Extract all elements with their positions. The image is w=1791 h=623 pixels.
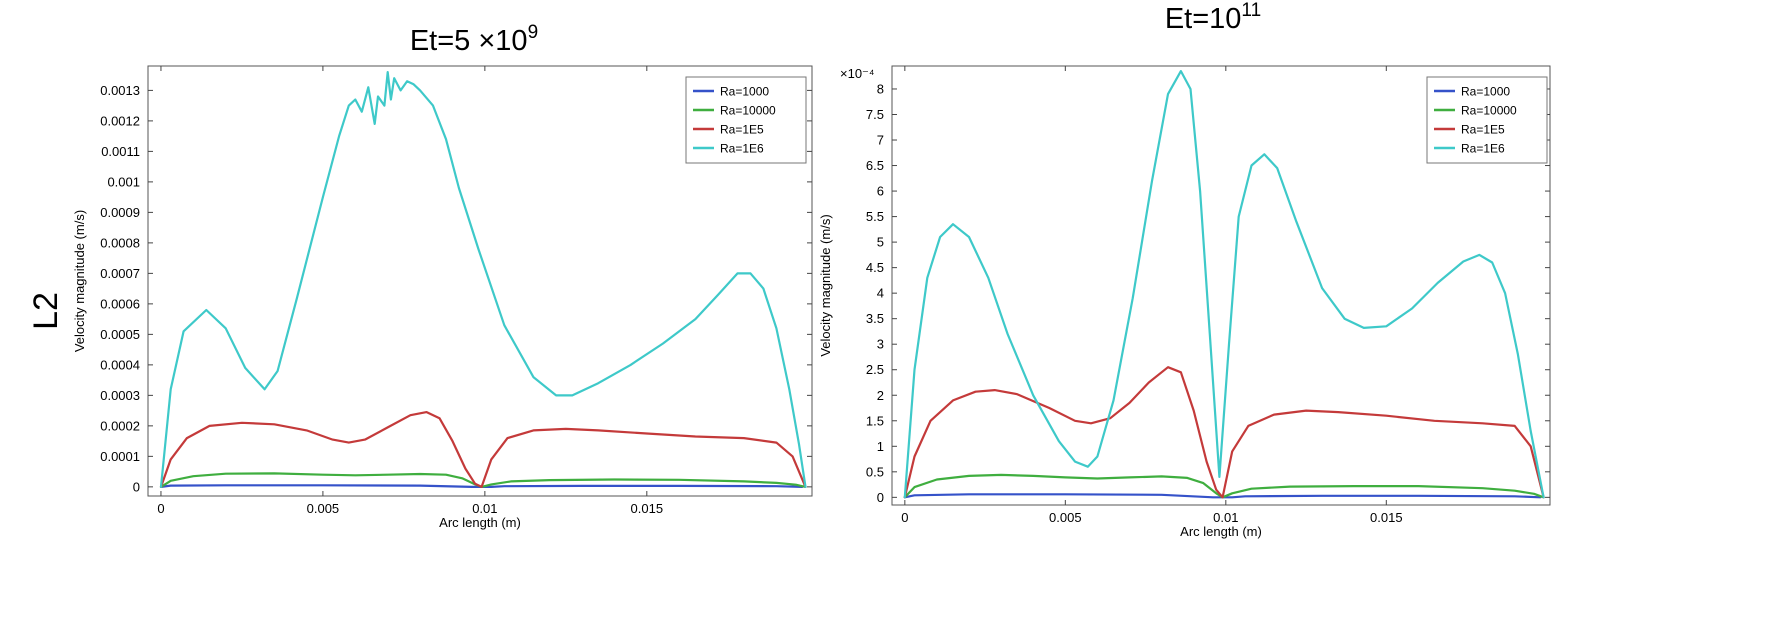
y-tick-label: 3	[877, 337, 884, 352]
legend-label: Ra=1000	[1461, 85, 1510, 99]
y-axis-multiplier: ×10⁻⁴	[840, 66, 875, 81]
series-line-2	[159, 411, 807, 488]
y-tick-label: 0.0004	[100, 357, 140, 372]
y-tick-label: 3.5	[866, 311, 884, 326]
y-tick-label: 0.0008	[100, 235, 140, 250]
y-tick-label: 0.0002	[100, 418, 140, 433]
y-tick-label: 6	[877, 184, 884, 199]
y-tick-label: 2	[877, 388, 884, 403]
x-tick-label: 0	[157, 501, 164, 516]
y-tick-label: 7.5	[866, 107, 884, 122]
series-line-3	[159, 70, 807, 488]
y-tick-label: 0.0011	[101, 144, 140, 159]
legend-label: Ra=1000	[720, 85, 769, 99]
y-tick-label: 0	[133, 479, 140, 494]
y-tick-label: 0.0005	[100, 327, 140, 342]
chart-panel-right: Et=1011 0 0.5 1 1.5 2 2.5 3 3.5 4 4.5 5 5.5 6 6.5 7 7.5 8…	[818, 0, 1551, 539]
chart-title: Et=5 ×109	[410, 22, 538, 57]
legend-label: Ra=1E5	[720, 123, 764, 137]
chart-panel-left: Et=5 ×109 0 0.0001 0.0002 0.0003 0.0004 0.0005…	[72, 22, 813, 530]
y-tick-label: 4.5	[866, 260, 884, 275]
y-tick-label: 0.5	[866, 464, 884, 479]
legend-label: Ra=1E6	[720, 142, 764, 156]
x-tick-label: 0	[901, 510, 908, 525]
y-tick-label: 8	[877, 81, 884, 96]
y-tick-label: 5.5	[866, 209, 884, 224]
y-axis-label: Velocity magnitude (m/s)	[818, 214, 833, 356]
legend-label: Ra=1E5	[1461, 123, 1505, 137]
y-tick-label: 5	[877, 235, 884, 250]
x-tick-label: 0.01	[1213, 510, 1238, 525]
x-axis-label: Arc length (m)	[439, 515, 521, 530]
series-line-0	[903, 493, 1542, 499]
y-tick-label: 1.5	[866, 413, 884, 428]
x-tick-label: 0.015	[631, 501, 664, 516]
y-tick-label: 1	[877, 439, 884, 454]
y-tick-label: 0.0013	[100, 83, 140, 98]
y-tick-label: 6.5	[866, 158, 884, 173]
series-line-1	[903, 473, 1545, 499]
x-tick-label: 0.005	[1049, 510, 1082, 525]
y-tick-label: 0.0009	[100, 205, 140, 220]
x-tick-label: 0.015	[1370, 510, 1403, 525]
y-tick-label: 0.0012	[100, 113, 140, 128]
y-tick-label: 0	[877, 490, 884, 505]
y-tick-label: 0.0007	[100, 266, 140, 281]
row-label: L2	[27, 292, 65, 330]
y-tick-label: 7	[877, 133, 884, 148]
chart-title-base: Et=10	[1165, 3, 1242, 35]
series-line-2	[903, 366, 1545, 499]
y-tick-label: 0.0006	[100, 296, 140, 311]
legend-label: Ra=1E6	[1461, 142, 1505, 156]
chart-title-exponent: 11	[1241, 0, 1261, 21]
legend-label: Ra=10000	[1461, 104, 1517, 118]
series-line-0	[159, 484, 804, 488]
y-tick-label: 4	[877, 286, 884, 301]
y-tick-label: 2.5	[866, 362, 884, 377]
y-tick-label: 0.001	[107, 174, 140, 189]
chart-title-exponent: 9	[528, 22, 539, 43]
chart-title: Et=1011	[1165, 0, 1261, 35]
y-tick-label: 0.0001	[100, 449, 140, 464]
series-line-3	[903, 69, 1545, 499]
legend-label: Ra=10000	[720, 104, 776, 118]
x-tick-label: 0.005	[307, 501, 340, 516]
chart-title-base: Et=5 ×10	[410, 25, 528, 57]
x-tick-label: 0.01	[472, 501, 497, 516]
y-axis-label: Velocity magnitude (m/s)	[72, 210, 87, 352]
x-axis-label: Arc length (m)	[1180, 524, 1262, 539]
y-tick-label: 0.0003	[100, 388, 140, 403]
series-line-1	[159, 472, 807, 488]
